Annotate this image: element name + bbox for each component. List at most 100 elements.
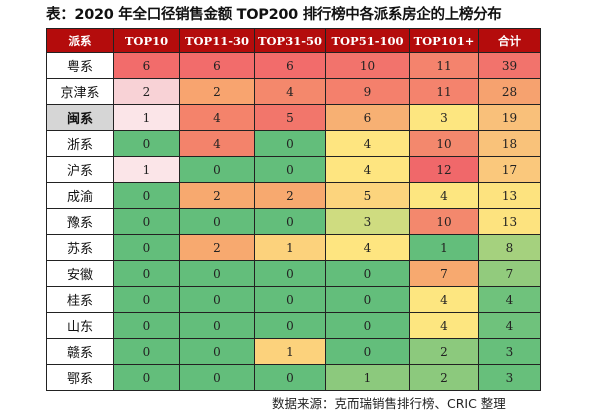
value-cell: 1 [325, 364, 410, 391]
value-cell: 39 [478, 52, 541, 79]
value-cell: 9 [325, 78, 410, 105]
column-header: TOP51-100 [325, 28, 410, 53]
value-cell: 6 [179, 52, 255, 79]
value-cell: 7 [478, 260, 541, 287]
value-cell: 0 [325, 260, 410, 287]
value-cell: 3 [325, 208, 410, 235]
value-cell: 12 [409, 156, 479, 183]
table-row: 沪系 1 0 0 4 12 17 [46, 156, 541, 183]
value-cell: 8 [478, 234, 541, 261]
value-cell: 0 [179, 260, 255, 287]
value-cell: 6 [254, 52, 326, 79]
value-cell: 1 [254, 338, 326, 365]
value-cell: 4 [478, 312, 541, 339]
value-cell: 4 [325, 234, 410, 261]
value-cell: 2 [179, 234, 255, 261]
row-label: 鄂系 [46, 364, 114, 391]
row-label: 赣系 [46, 338, 114, 365]
value-cell: 0 [113, 208, 180, 235]
value-cell: 0 [254, 208, 326, 235]
table-row: 浙系 0 4 0 4 10 18 [46, 130, 541, 157]
value-cell: 0 [254, 260, 326, 287]
value-cell: 0 [113, 130, 180, 157]
value-cell: 6 [113, 52, 180, 79]
value-cell: 3 [409, 104, 479, 131]
row-label: 沪系 [46, 156, 114, 183]
value-cell: 0 [113, 182, 180, 209]
value-cell: 2 [409, 364, 479, 391]
value-cell: 13 [478, 208, 541, 235]
table-row: 安徽 0 0 0 0 7 7 [46, 260, 541, 287]
row-label: 苏系 [46, 234, 114, 261]
value-cell: 4 [409, 312, 479, 339]
value-cell: 1 [409, 234, 479, 261]
value-cell: 2 [179, 182, 255, 209]
value-cell: 4 [325, 130, 410, 157]
value-cell: 0 [113, 338, 180, 365]
table-row: 京津系 2 2 4 9 11 28 [46, 78, 541, 105]
value-cell: 10 [325, 52, 410, 79]
table-row: 鄂系 0 0 0 1 2 3 [46, 364, 541, 391]
column-header: TOP11-30 [179, 28, 255, 53]
table-row: 山东 0 0 0 0 4 4 [46, 312, 541, 339]
value-cell: 0 [179, 338, 255, 365]
table-row: 赣系 0 0 1 0 2 3 [46, 338, 541, 365]
value-cell: 10 [409, 208, 479, 235]
value-cell: 1 [254, 234, 326, 261]
header-row: 派系 TOP10 TOP11-30 TOP31-50 TOP51-100 TOP101+ 合… [46, 28, 541, 53]
distribution-table: 派系 TOP10 TOP11-30 TOP31-50 TOP51-100 TOP101+ 合… [46, 28, 541, 391]
value-cell: 3 [478, 338, 541, 365]
value-cell: 0 [254, 312, 326, 339]
value-cell: 5 [254, 104, 326, 131]
source-note: 数据来源：克而瑞销售排行榜、CRIC 整理 [272, 396, 506, 411]
column-header: TOP101+ [409, 28, 479, 53]
value-cell: 4 [254, 78, 326, 105]
row-label: 山东 [46, 312, 114, 339]
value-cell: 4 [325, 156, 410, 183]
value-cell: 4 [409, 182, 479, 209]
row-label: 成渝 [46, 182, 114, 209]
value-cell: 0 [325, 338, 410, 365]
value-cell: 3 [478, 364, 541, 391]
value-cell: 1 [113, 156, 180, 183]
value-cell: 10 [409, 130, 479, 157]
value-cell: 11 [409, 78, 479, 105]
value-cell: 1 [113, 104, 180, 131]
table-row: 成渝 0 2 2 5 4 13 [46, 182, 541, 209]
value-cell: 0 [179, 208, 255, 235]
row-label: 浙系 [46, 130, 114, 157]
table-row: 豫系 0 0 0 3 10 13 [46, 208, 541, 235]
value-cell: 0 [325, 286, 410, 313]
row-label: 京津系 [46, 78, 114, 105]
value-cell: 4 [409, 286, 479, 313]
table-row: 桂系 0 0 0 0 4 4 [46, 286, 541, 313]
column-header: TOP31-50 [254, 28, 326, 53]
value-cell: 0 [113, 364, 180, 391]
value-cell: 28 [478, 78, 541, 105]
value-cell: 2 [409, 338, 479, 365]
value-cell: 11 [409, 52, 479, 79]
column-header: 派系 [46, 28, 114, 53]
value-cell: 0 [254, 130, 326, 157]
value-cell: 19 [478, 104, 541, 131]
value-cell: 0 [179, 286, 255, 313]
value-cell: 13 [478, 182, 541, 209]
value-cell: 6 [325, 104, 410, 131]
value-cell: 2 [254, 182, 326, 209]
value-cell: 0 [113, 260, 180, 287]
value-cell: 0 [113, 234, 180, 261]
column-header: TOP10 [113, 28, 180, 53]
table-row: 闽系 1 4 5 6 3 19 [46, 104, 541, 131]
value-cell: 0 [179, 156, 255, 183]
row-label: 闽系 [46, 104, 114, 131]
value-cell: 2 [179, 78, 255, 105]
value-cell: 4 [478, 286, 541, 313]
value-cell: 0 [325, 312, 410, 339]
value-cell: 0 [254, 286, 326, 313]
value-cell: 0 [179, 364, 255, 391]
column-header: 合计 [478, 28, 541, 53]
value-cell: 4 [179, 104, 255, 131]
value-cell: 0 [179, 312, 255, 339]
row-label: 安徽 [46, 260, 114, 287]
table-row: 粤系 6 6 6 10 11 39 [46, 52, 541, 79]
